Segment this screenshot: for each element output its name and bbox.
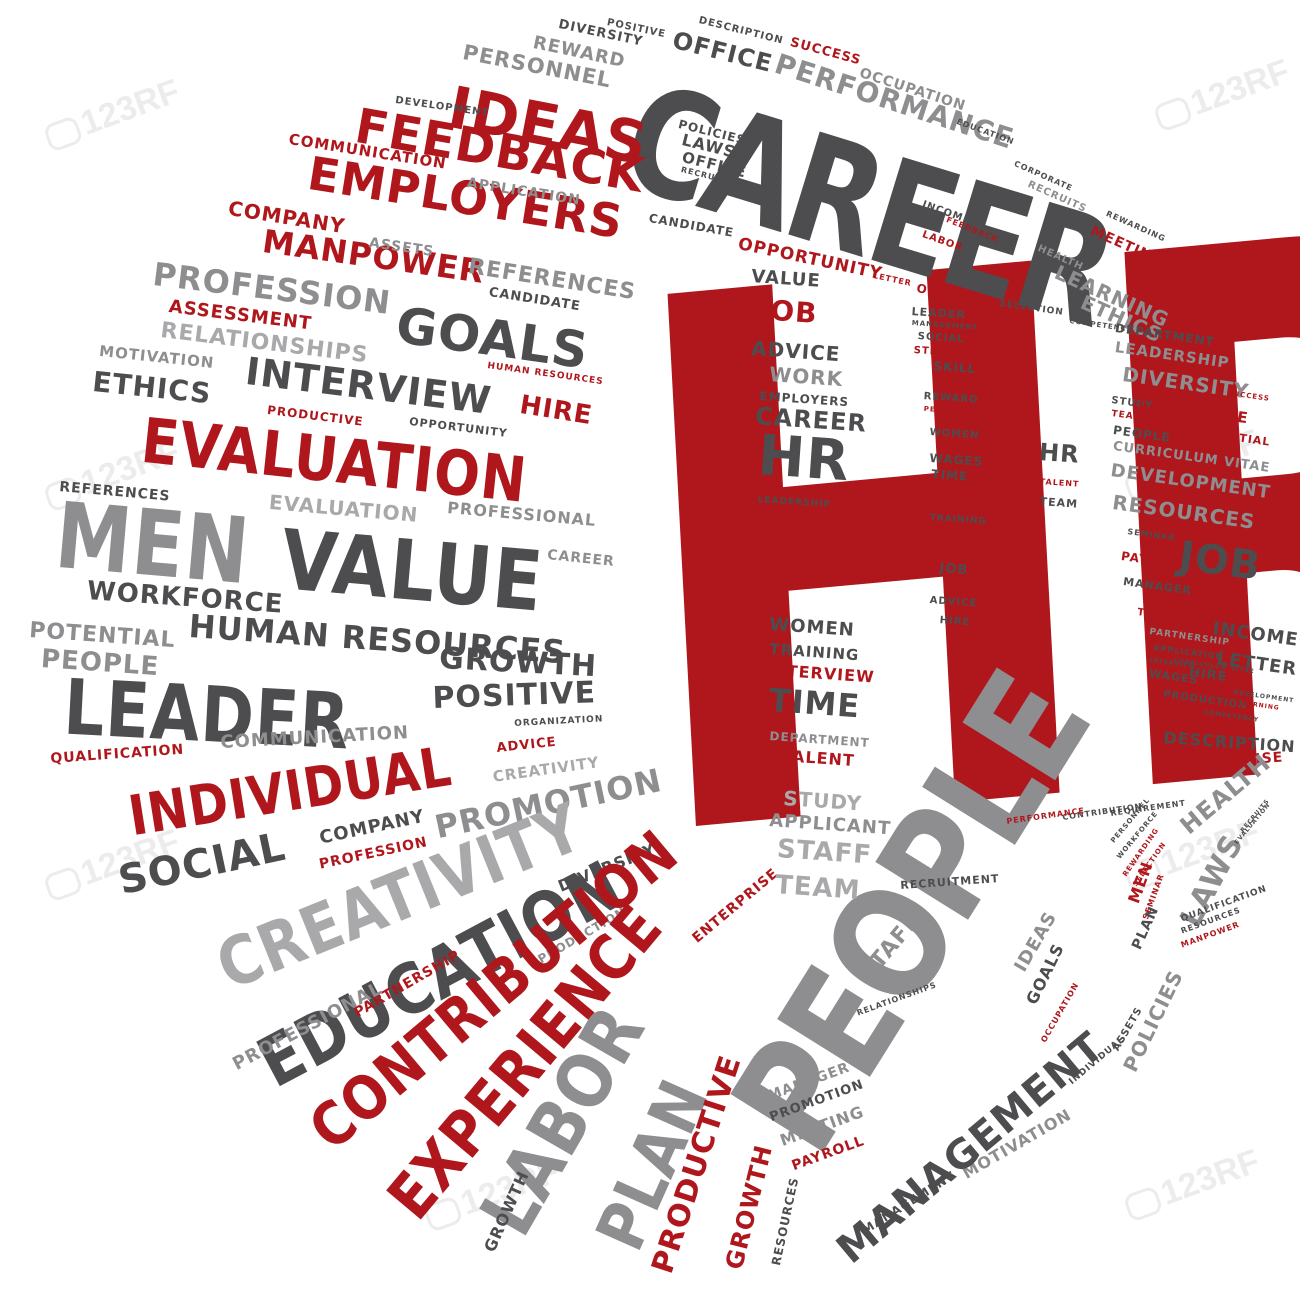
word-hire-small: HIRE [939,615,971,629]
word-career-small: CAREER [546,547,616,571]
word-team-col: TEAM [774,870,862,906]
word-value-col: VALUE [750,266,822,292]
word-hr-small: HR [1038,438,1081,469]
word-job-right: JOB [1176,533,1264,591]
word-job-small: JOB [939,561,969,578]
watermark: 123RF [40,72,185,157]
word-time-small: TIME [931,467,969,484]
watermark-text: 123RF [1155,1142,1265,1213]
word-resources-bottom: RESOURCES [769,1175,802,1267]
word-time-col: TIME [767,681,862,726]
word-hire-red: HIRE [517,390,595,432]
word-advice-col: ADVICE [750,336,842,367]
word-staff-col: STAFF [776,834,874,871]
word-positive-mid: POSITIVE [431,675,597,716]
word-plan-red-small: PLAN [935,529,973,545]
word-ethics-left: ETHICS [90,365,213,411]
word-job-red: JOB [757,293,819,331]
word-advice-red: ADVICE [495,734,558,756]
word-study-col: STUDY [782,786,863,816]
word-work-col: WORK [768,362,844,392]
word-hr-col: HR [755,423,853,495]
word-value-left: VALUE [277,511,548,631]
watermark-text: 123RF [75,72,185,143]
word-team-small: TEAM [1039,495,1079,511]
word-organization-small: ORGANIZATION [513,714,604,729]
word-skill: SKILL [933,359,977,376]
word-professional-mid: PROFESSIONAL [446,498,597,530]
word-growth-red: GROWTH [720,1141,779,1273]
word-wages: WAGES [929,451,984,469]
watermark: 123RF [1120,1142,1265,1227]
word-work-red-small: WORK [931,489,982,508]
